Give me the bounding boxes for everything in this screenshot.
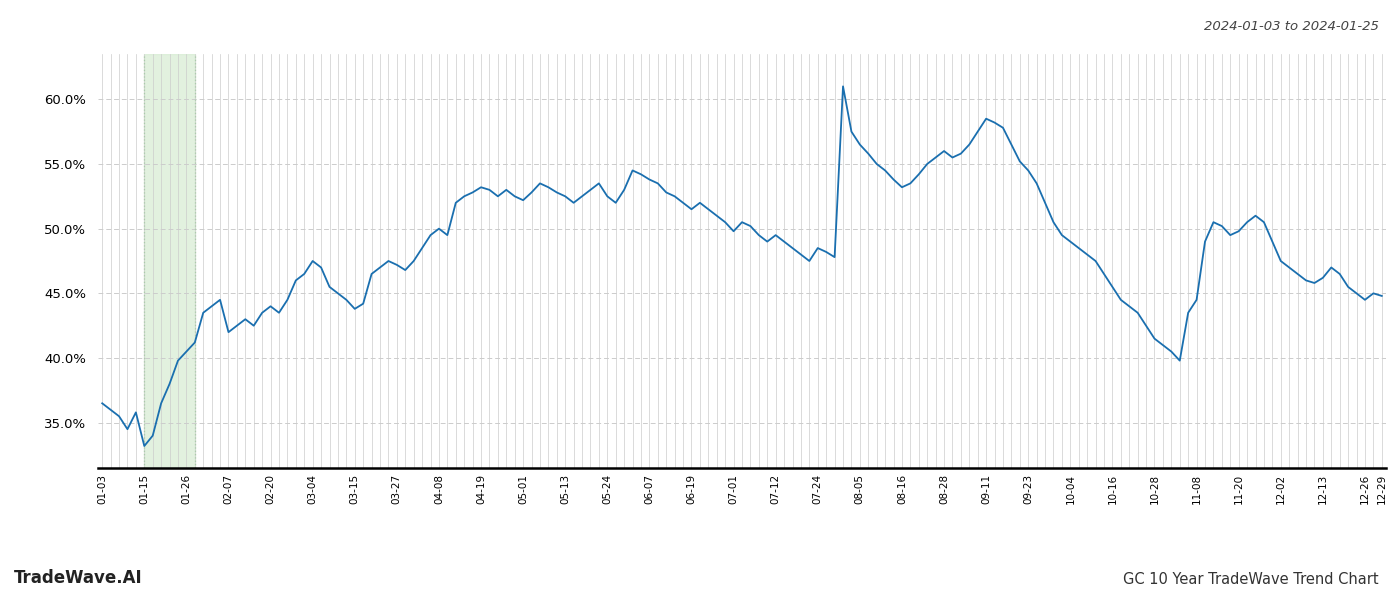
Bar [144, 54, 195, 468]
Text: GC 10 Year TradeWave Trend Chart: GC 10 Year TradeWave Trend Chart [1123, 572, 1379, 587]
Text: TradeWave.AI: TradeWave.AI [14, 569, 143, 587]
Text: 2024-01-03 to 2024-01-25: 2024-01-03 to 2024-01-25 [1204, 20, 1379, 33]
